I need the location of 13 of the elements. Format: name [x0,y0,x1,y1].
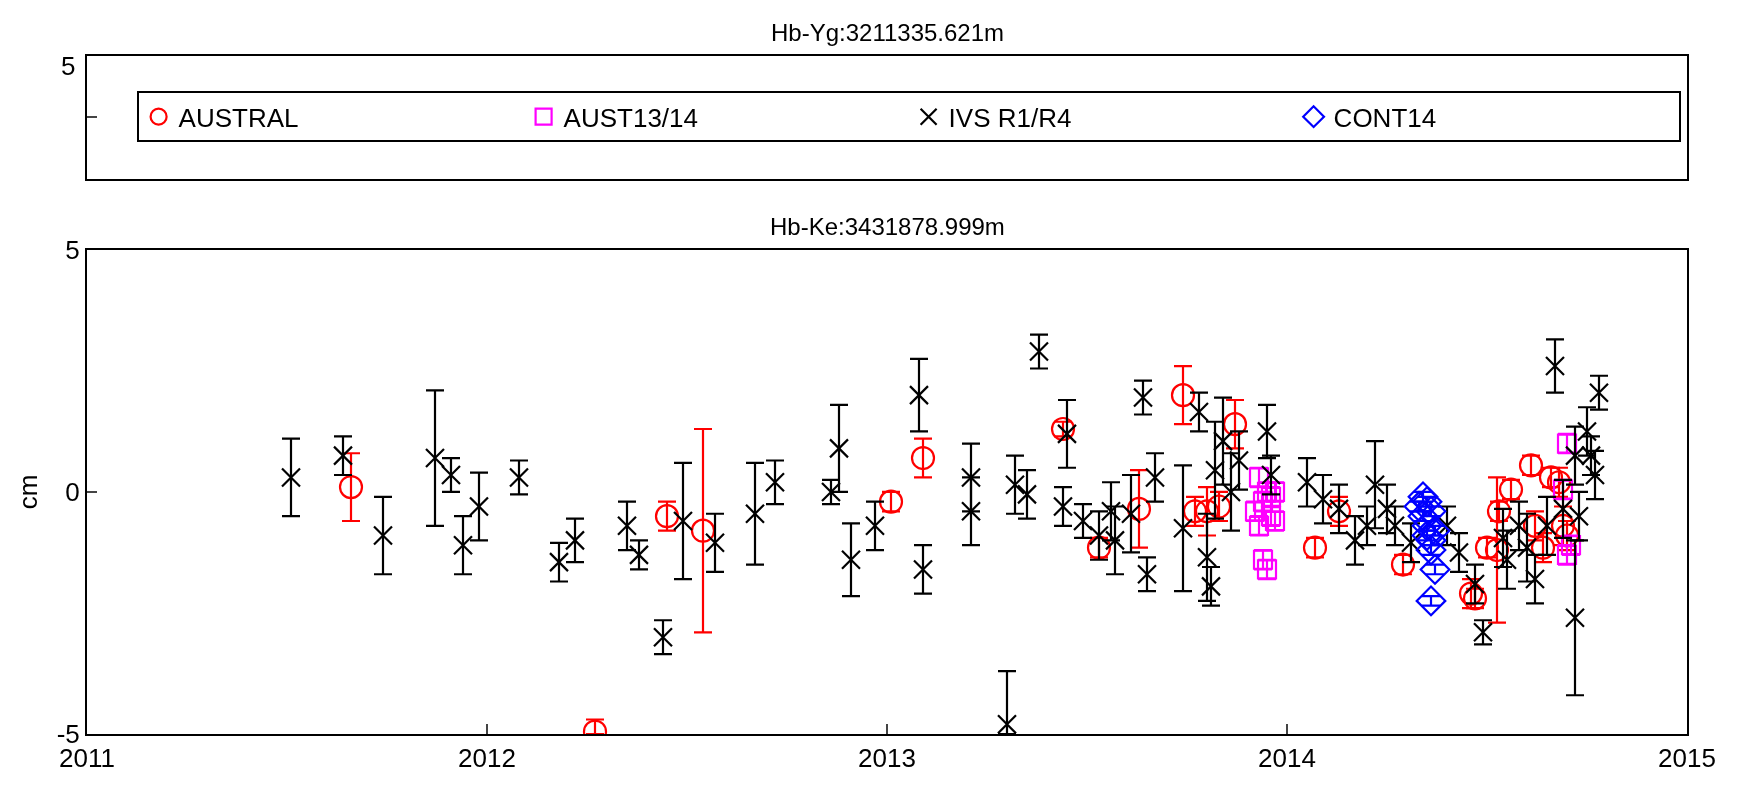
y-tick-label: 5 [65,235,80,266]
legend-label: AUST13/14 [563,102,699,133]
legend-label: CONT14 [1333,102,1437,133]
x-tick-label: 2014 [1258,743,1316,774]
x-tick-label: 2012 [458,743,516,774]
chart-title: Hb-Ke:3431878.999m [770,213,1005,240]
text: Hb-Yg:3211335.621m [771,19,1005,46]
legend-label: AUSTRAL [178,102,299,133]
x-tick-label: 2013 [858,743,916,774]
x-tick-label: 2015 [1658,743,1716,774]
y-axis-title: cm [12,474,43,510]
legend-label: IVS R1/R4 [948,102,1072,133]
y-tick-label: 0 [65,477,80,508]
